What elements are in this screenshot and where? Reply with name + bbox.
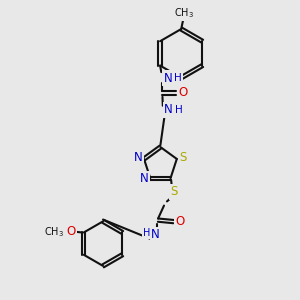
Text: CH$_3$: CH$_3$ [44,225,64,239]
Text: N: N [164,103,173,116]
Text: N: N [134,151,142,164]
Text: S: S [179,151,186,164]
Text: S: S [170,185,177,198]
Text: H: H [143,229,150,238]
Text: N: N [140,172,149,185]
Text: CH$_3$: CH$_3$ [174,6,194,20]
Text: O: O [178,86,188,99]
Text: O: O [176,215,185,228]
Text: N: N [164,72,172,85]
Text: H: H [175,105,183,115]
Text: N: N [151,228,160,241]
Text: H: H [174,73,182,83]
Text: O: O [66,225,76,239]
